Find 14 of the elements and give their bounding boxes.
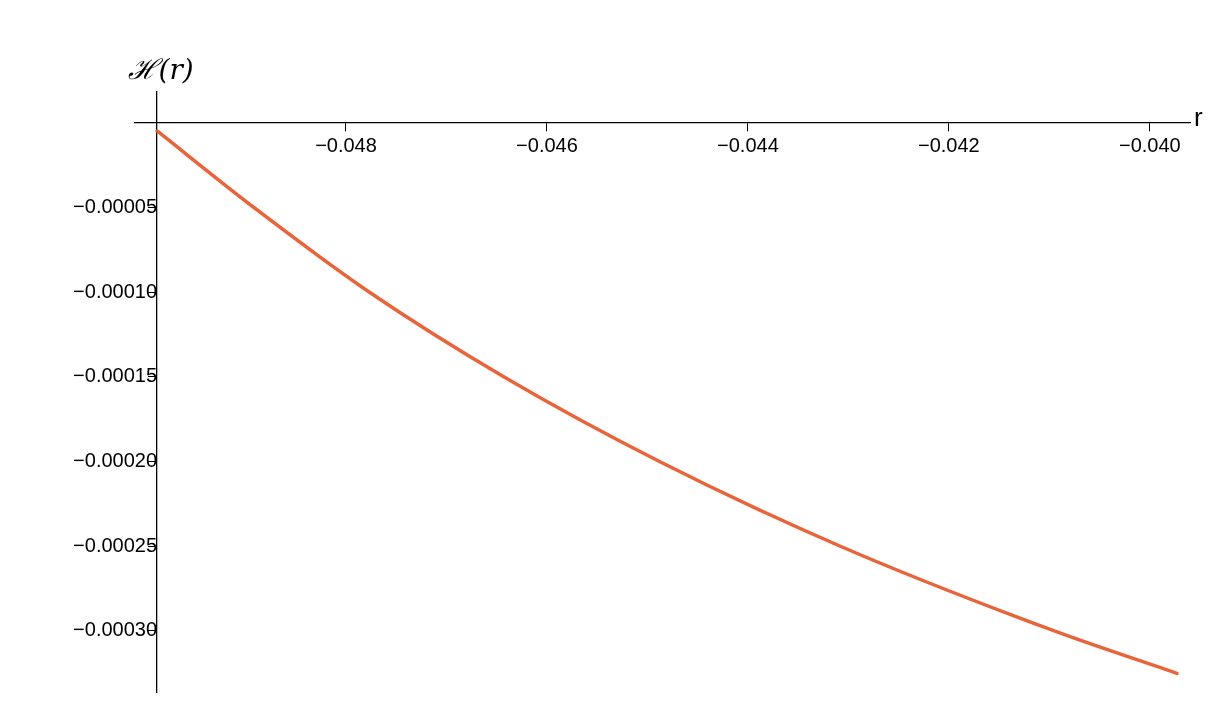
x-tick-label: −0.048: [315, 134, 377, 157]
y-tick-label: −0.00025: [73, 533, 158, 556]
x-tick-label: −0.042: [917, 134, 980, 157]
x-axis-title: r: [1194, 101, 1203, 132]
x-tick-label: −0.046: [516, 134, 578, 157]
y-tick-label: −0.00005: [73, 194, 158, 217]
y-tick-label: −0.00020: [73, 449, 158, 472]
x-tick-label: −0.040: [1118, 134, 1181, 157]
y-tick-label: −0.00030: [73, 618, 158, 641]
y-tick-label: −0.00010: [73, 279, 158, 302]
y-tick-label: −0.00015: [73, 364, 158, 387]
y-axis-title: ℋ(r): [128, 53, 194, 87]
x-tick-label: −0.044: [717, 134, 779, 157]
line-series: [155, 129, 1179, 676]
